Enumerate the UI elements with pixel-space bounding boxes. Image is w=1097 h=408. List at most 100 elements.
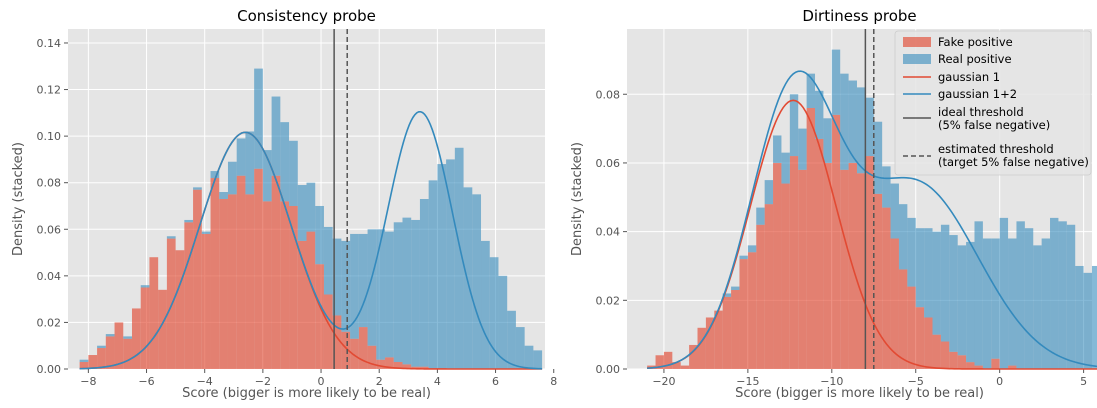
real-positive-bar [932,231,941,335]
real-positive-bar [262,150,272,202]
fake-positive-bar [663,351,673,369]
y-tick-label: 0.10 [37,130,62,143]
real-positive-bar [731,286,740,291]
real-positive-bar [789,94,799,157]
fake-positive-bar [271,175,281,369]
fake-positive-bar [773,162,782,369]
fake-positive-bar [722,296,732,369]
fake-positive-bar [131,308,141,369]
real-positive-bar [140,285,150,288]
x-tick-label: −10 [820,375,843,388]
real-positive-bar [271,96,281,176]
real-positive-bar [498,275,508,369]
fake-positive-bar [88,355,98,369]
fake-positive-bar [149,257,159,369]
fake-positive-bar [385,357,394,369]
real-positive-bar [332,238,342,316]
fake-positive-bar [932,334,941,369]
fake-positive-bar [306,231,316,369]
y-tick-label: 0.00 [37,363,62,376]
fake-positive-bar [856,173,866,369]
fake-positive-bar [193,189,202,369]
fake-positive-bar [806,107,816,369]
fake-positive-bar [966,362,975,369]
fake-positive-bar [731,290,740,369]
real-positive-bar [848,80,857,163]
fake-positive-bar [873,193,883,369]
y-tick-label: 0.02 [37,316,62,329]
fake-positive-bar [419,366,429,369]
fake-positive-bar [697,327,706,369]
fake-positive-bar [949,351,958,369]
fake-positive-bar [739,259,748,369]
legend-ideal-sublabel: (5% false negative) [938,118,1050,132]
fake-positive-bar [175,250,185,369]
y-tick-label: 0.02 [596,294,621,307]
fake-positive-bar [245,194,255,369]
real-positive-bar [306,182,316,232]
gaussian-1-2-curve [647,70,1097,369]
real-positive-bar [280,122,290,202]
real-positive-bar [201,231,211,234]
real-positive-bar [1041,238,1051,369]
real-positive-bar [358,233,368,328]
real-positive-bar [533,350,543,369]
real-positive-bar [722,293,732,297]
real-positive-bar [873,121,883,194]
fake-positive-bar [289,205,298,369]
fake-positive-bar [747,252,757,369]
real-positive-bar [1066,224,1076,369]
real-positive-bar [798,128,807,170]
y-axis-label: Density (stacked) [11,142,26,256]
real-positive-bar [1050,217,1059,369]
fake-positive-bar [831,114,841,370]
legend-estimated-label: estimated threshold [938,142,1054,156]
legend-real-label: Real positive [938,52,1012,66]
real-positive-bar [856,87,866,174]
y-tick-label: 0.06 [596,157,621,170]
fake-positive-bar [236,175,246,369]
fake-positive-bar [262,201,272,369]
real-positive-bar [890,183,899,239]
fake-positive-bar [789,156,799,369]
fake-positive-bar [376,359,386,369]
x-tick-label: 4 [434,375,441,388]
fake-positive-bar [840,169,849,369]
real-positive-bar [781,152,790,184]
fake-positive-bar [898,269,908,369]
fake-positive-bar [402,364,412,369]
real-positive-bar [463,187,473,369]
fake-positive-bar [680,365,690,369]
fake-positive-bar [393,362,403,369]
real-positive-bar [385,231,394,358]
real-positive-bar [166,236,176,239]
legend-real-swatch [903,54,931,64]
x-tick-label: −20 [652,375,675,388]
y-tick-label: 0.00 [596,363,621,376]
x-axis-label: Score (bigger is more likely to be real) [735,386,984,401]
fake-positive-bar [114,322,124,369]
real-positive-bar [376,229,386,360]
fake-positive-bar [974,365,983,369]
legend-estimated-sublabel: (target 5% false negative) [938,155,1089,169]
x-axis-label: Score (bigger is more likely to be real) [182,386,431,401]
real-positive-bar [481,240,490,369]
real-positive-bar [507,310,516,369]
real-positive-bar [297,185,307,241]
real-positive-bar [105,334,115,337]
fake-positive-bar [254,168,263,369]
real-positive-bar [454,147,464,369]
real-positive-bar [806,73,816,108]
fake-positive-bar [798,169,807,369]
real-positive-bar [915,228,925,308]
y-axis-label: Density (stacked) [570,142,585,256]
x-tick-label: 0 [318,375,325,388]
fake-positive-bar [280,201,290,369]
fake-positive-bar [815,138,824,369]
fake-positive-bar [140,287,150,369]
real-positive-bar [254,68,263,169]
real-positive-bar [991,238,1000,359]
real-positive-bar [1008,238,1017,366]
fake-positive-bar [210,178,220,369]
